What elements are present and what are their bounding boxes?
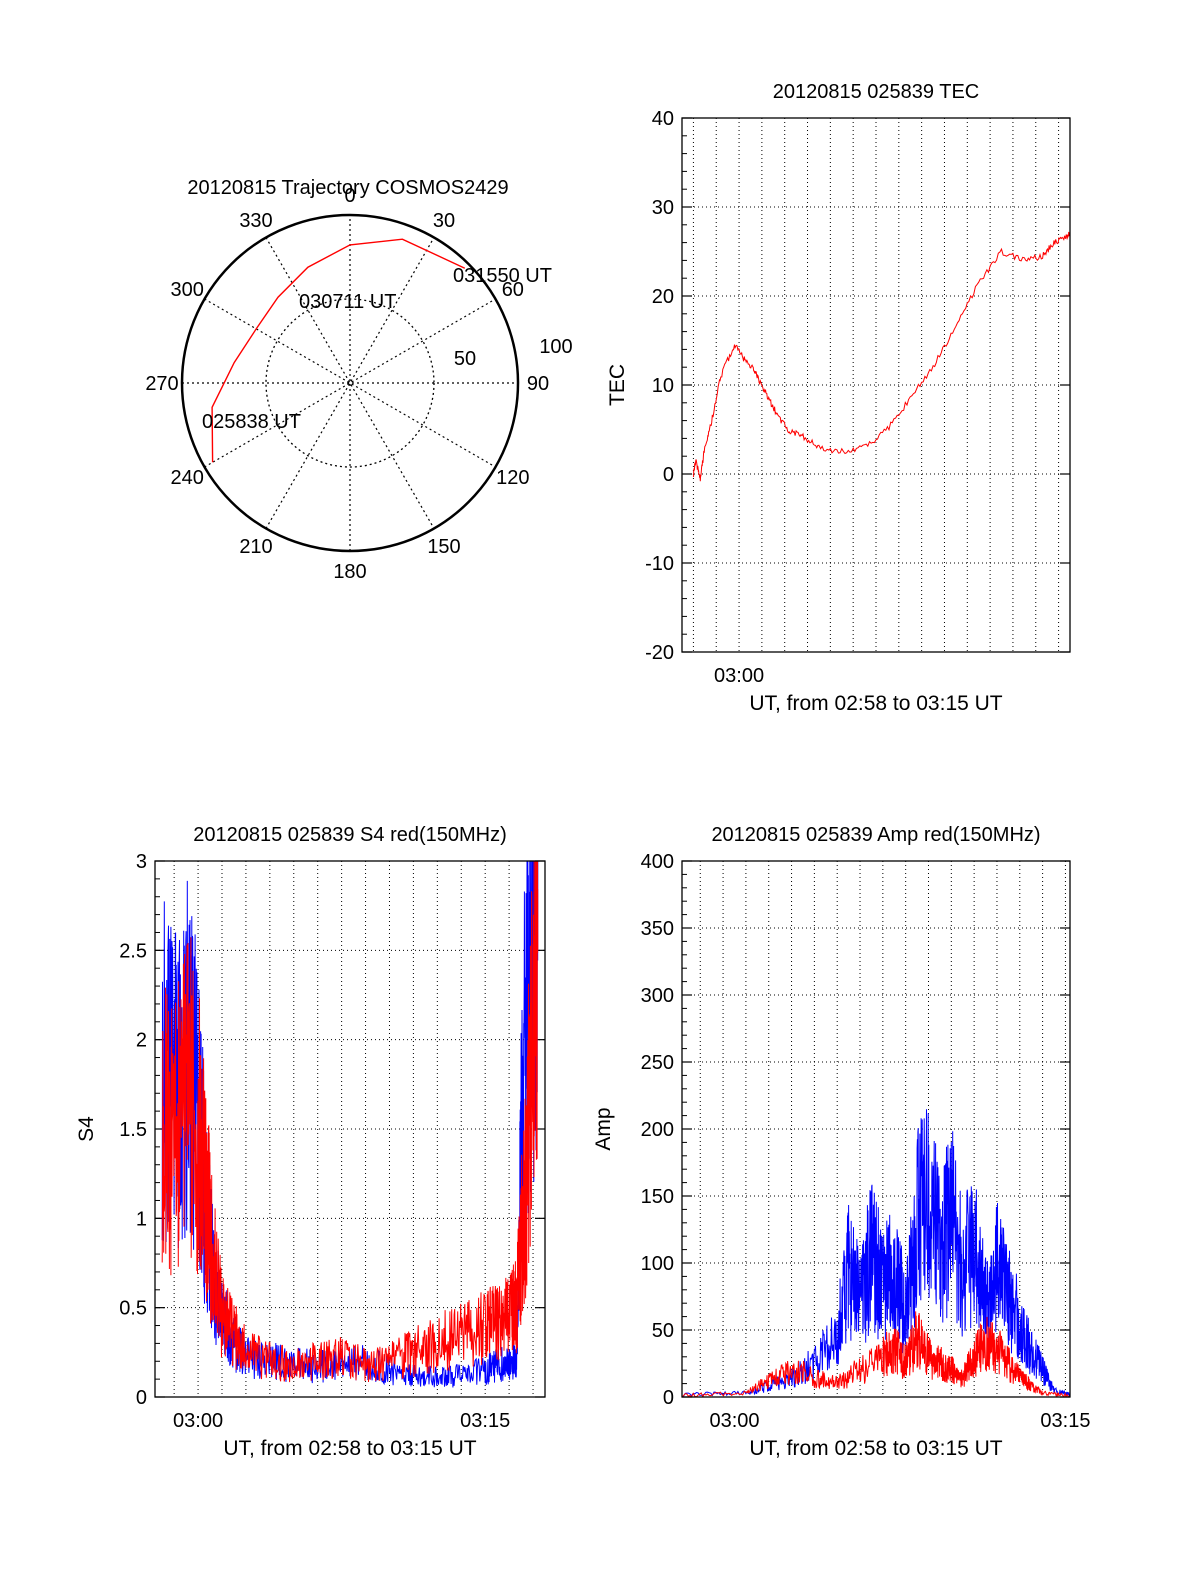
y-tick-label: 3 — [136, 851, 147, 873]
polar-azimuth-label: 330 — [239, 210, 272, 232]
polar-spokes — [182, 215, 518, 551]
y-tick-label: 10 — [652, 375, 674, 397]
amp-chart: 20120815 025839 Amp red(150MHz) 0 50 100 150… — [592, 824, 1090, 1460]
y-tick-label: 400 — [641, 851, 674, 873]
x-tick-label: 03:00 — [709, 1410, 759, 1432]
y-tick-label: -10 — [645, 553, 674, 575]
chart-title: 20120815 025839 S4 red(150MHz) — [193, 824, 507, 846]
polar-azimuth-label: 180 — [333, 561, 366, 583]
y-tick-label: 300 — [641, 985, 674, 1007]
y-tick-label: 40 — [652, 108, 674, 130]
polar-azimuth-label: 270 — [145, 373, 178, 395]
x-axis-label: UT, from 02:58 to 03:15 UT — [749, 1437, 1002, 1460]
polar-radius-label: 100 — [539, 336, 572, 358]
y-tick-label: 0 — [136, 1387, 147, 1409]
x-tick-label: 03:00 — [173, 1410, 223, 1432]
grid — [682, 118, 1070, 652]
series-line-red — [682, 1311, 1070, 1397]
y-tick-label: 1 — [136, 1208, 147, 1230]
series-line-red — [161, 861, 539, 1383]
polar-trajectory-chart: 20120815 Trajectory COSMOS2429 0 30 60 90 12… — [145, 177, 572, 583]
grid — [155, 861, 545, 1397]
x-axis-label: UT, from 02:58 to 03:15 UT — [749, 692, 1002, 715]
chart-title: 20120815 025839 Amp red(150MHz) — [711, 824, 1040, 846]
trajectory-end-label: 031550 UT — [453, 265, 552, 287]
y-tick-label: 30 — [652, 197, 674, 219]
polar-spoke — [265, 237, 435, 529]
x-tick-label: 03:15 — [460, 1410, 510, 1432]
polar-azimuth-label: 30 — [433, 210, 455, 232]
y-tick-label: 0.5 — [119, 1298, 147, 1320]
y-tick-label: 350 — [641, 918, 674, 940]
polar-azimuth-label: 60 — [502, 279, 524, 301]
polar-azimuth-label: 210 — [239, 536, 272, 558]
x-tick-label: 03:15 — [1040, 1410, 1090, 1432]
plot-frame — [154, 860, 546, 1398]
chart-title: 20120815 025839 TEC — [773, 81, 979, 103]
tec-chart: 20120815 025839 TEC -20 -10 0 10 20 30 40 03:00 U… — [606, 81, 1071, 715]
y-axis-label: TEC — [606, 364, 629, 406]
polar-azimuth-label: 150 — [427, 536, 460, 558]
y-axis-label: S4 — [75, 1116, 98, 1142]
y-tick-label: 100 — [641, 1253, 674, 1275]
y-tick-label: 50 — [652, 1320, 674, 1342]
polar-radius-label: 50 — [454, 348, 476, 370]
y-tick-label: 200 — [641, 1119, 674, 1141]
trajectory-line — [211, 238, 466, 463]
series-group — [692, 231, 1070, 482]
x-axis-label: UT, from 02:58 to 03:15 UT — [223, 1437, 476, 1460]
y-tick-label: 20 — [652, 286, 674, 308]
y-tick-label: 0 — [663, 1387, 674, 1409]
polar-azimuth-label: 240 — [170, 467, 203, 489]
polar-spoke — [204, 298, 496, 468]
y-tick-label: -20 — [645, 642, 674, 664]
y-tick-label: 150 — [641, 1186, 674, 1208]
trajectory-mid-label: 030711 UT — [299, 291, 396, 313]
polar-azimuth-labels: 0 30 60 90 120 150 180 210 240 270 300 330 — [145, 185, 549, 583]
plot-frame — [681, 860, 1071, 1398]
y-tick-label: 0 — [663, 464, 674, 486]
series-line-red — [692, 231, 1070, 482]
y-tick-label: 2.5 — [119, 940, 147, 962]
s4-chart: 20120815 025839 S4 red(150MHz) 0 0.5 1 1.5 2 2… — [75, 824, 546, 1460]
trajectory-start-label: 025838 UT — [202, 411, 301, 433]
grid — [682, 861, 1070, 1397]
polar-chart-title: 20120815 Trajectory COSMOS2429 — [187, 177, 508, 199]
polar-azimuth-label: 120 — [496, 467, 529, 489]
x-tick-label: 03:00 — [714, 665, 764, 687]
polar-azimuth-label: 300 — [170, 279, 203, 301]
series-group — [161, 861, 539, 1388]
series-group — [682, 1109, 1070, 1397]
y-tick-label: 2 — [136, 1030, 147, 1052]
polar-spoke — [265, 237, 435, 529]
plot-frame — [681, 117, 1071, 653]
y-axis-label: Amp — [592, 1107, 615, 1150]
polar-spoke — [204, 298, 496, 468]
y-tick-label: 1.5 — [119, 1119, 147, 1141]
y-tick-label: 250 — [641, 1052, 674, 1074]
polar-azimuth-label: 0 — [344, 185, 355, 207]
polar-azimuth-label: 90 — [527, 373, 549, 395]
